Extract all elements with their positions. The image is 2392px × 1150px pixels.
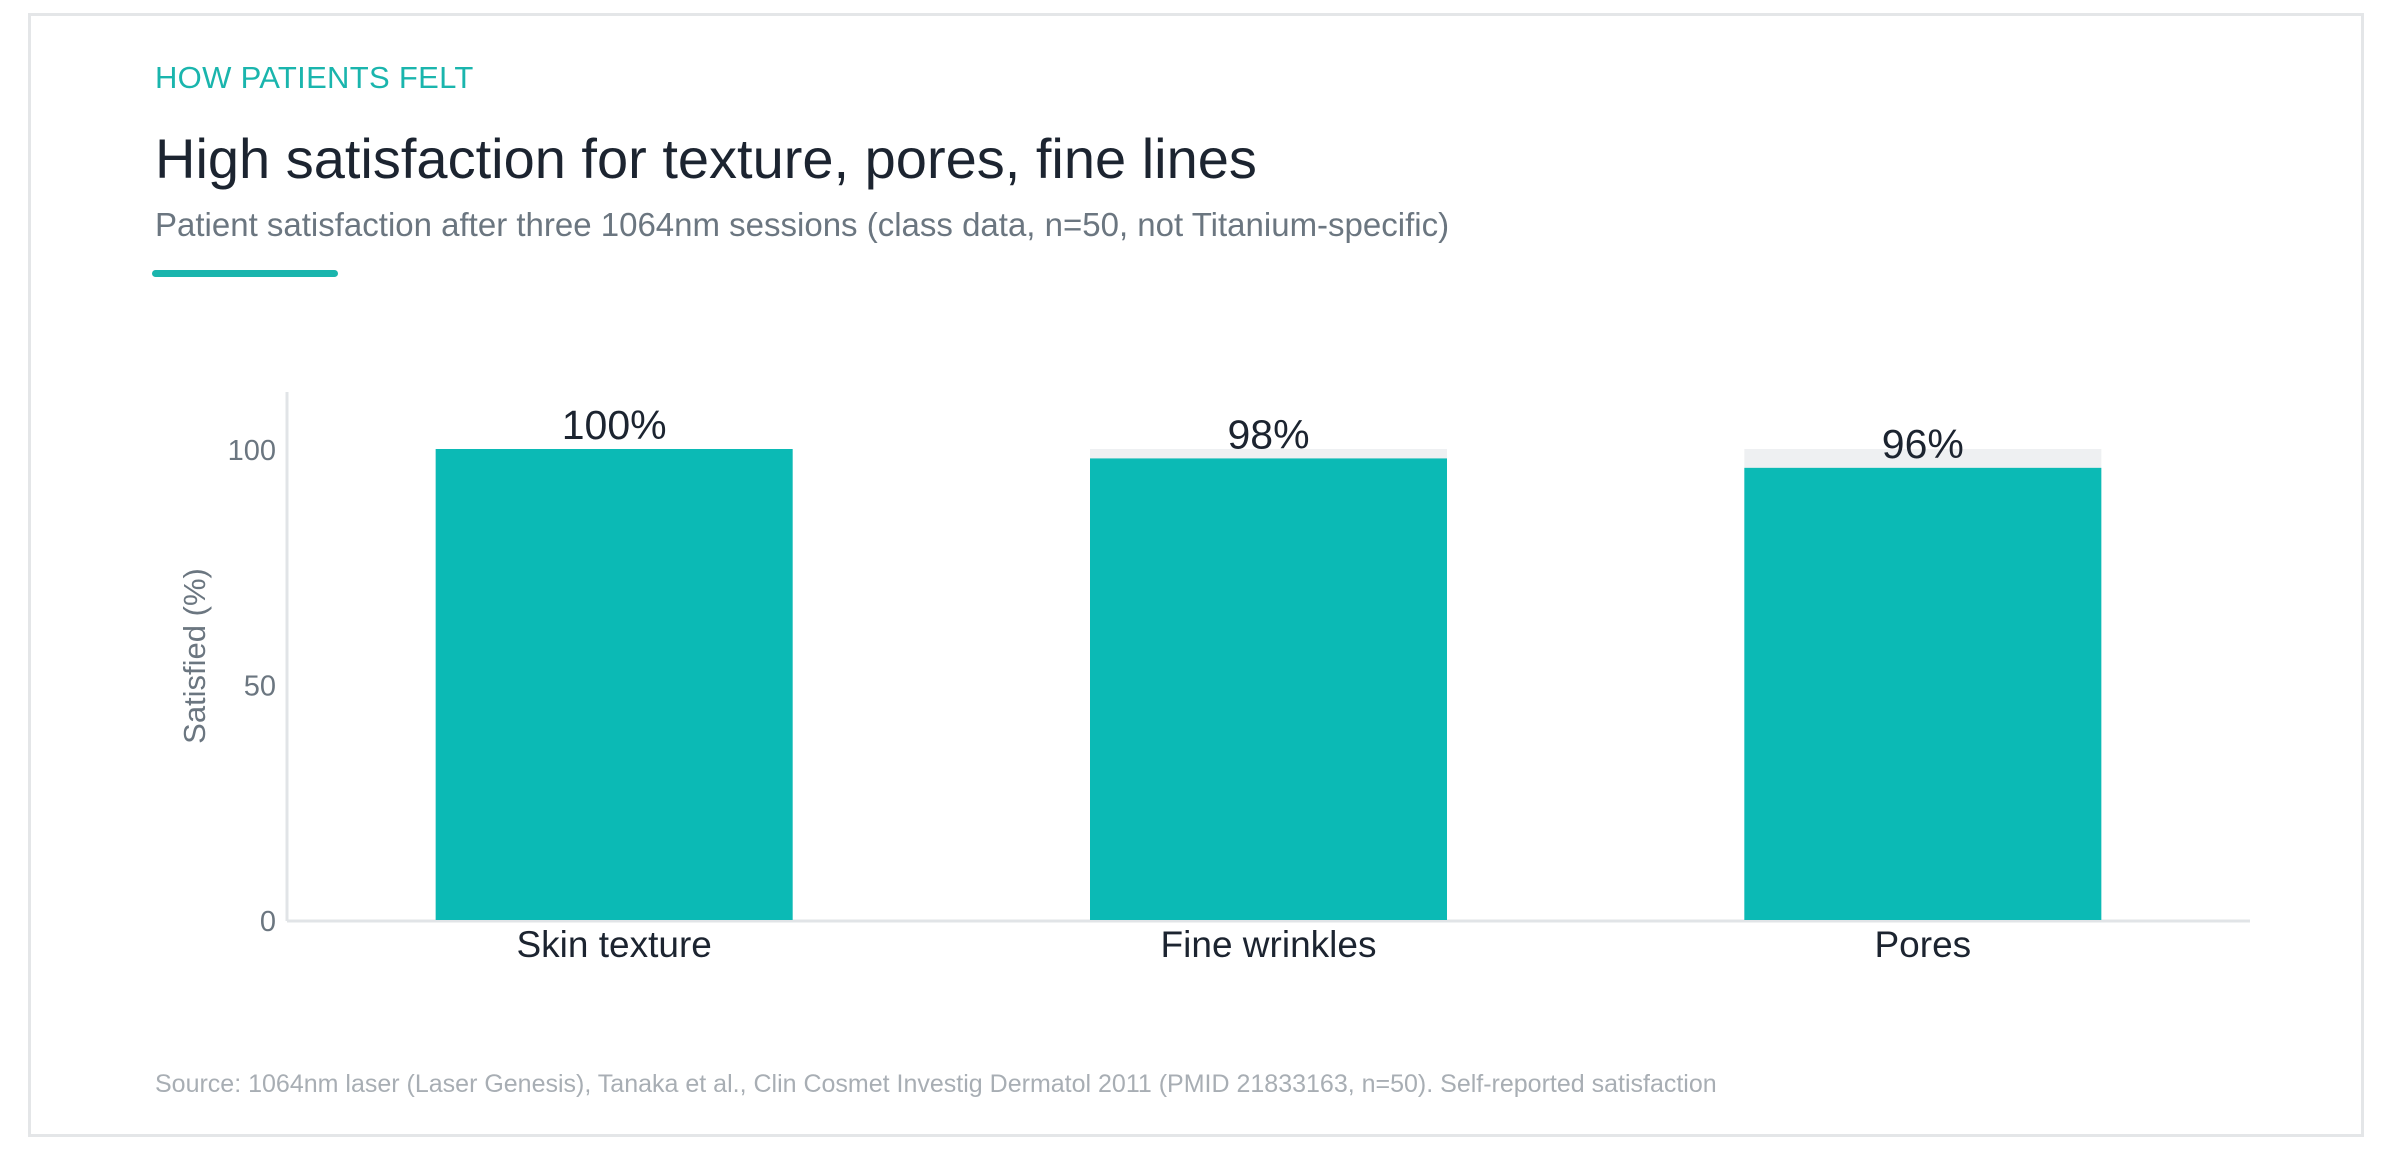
eyebrow-label: HOW PATIENTS FELT (155, 60, 474, 95)
bar-value-label: 100% (562, 402, 667, 448)
y-axis-label: Satisfied (%) (177, 568, 212, 744)
x-tick-label: Pores (1875, 924, 1972, 965)
chart-subtitle: Patient satisfaction after three 1064nm … (155, 206, 1450, 243)
bar (435, 449, 793, 920)
chart-axes: 0 50 100 (228, 392, 2250, 938)
source-note: Source: 1064nm laser (Laser Genesis), Ta… (155, 1070, 1717, 1098)
chart-title: High satisfaction for texture, pores, fi… (155, 127, 1257, 190)
y-tick-label: 50 (244, 671, 276, 703)
bar-value-label: 98% (1227, 411, 1309, 457)
bar-value-label: 96% (1882, 421, 1964, 467)
chart-labels: 100% Skin texture 98% Fine wrinkles 96% Pores (516, 402, 1971, 965)
x-tick-label: Skin texture (516, 924, 711, 965)
accent-rule (152, 270, 338, 277)
chart-bars (435, 449, 2102, 920)
y-tick-label: 0 (260, 906, 276, 938)
x-tick-label: Fine wrinkles (1161, 924, 1377, 965)
bar (1744, 467, 2102, 920)
bar (1090, 458, 1447, 920)
y-tick-label: 100 (228, 435, 276, 467)
